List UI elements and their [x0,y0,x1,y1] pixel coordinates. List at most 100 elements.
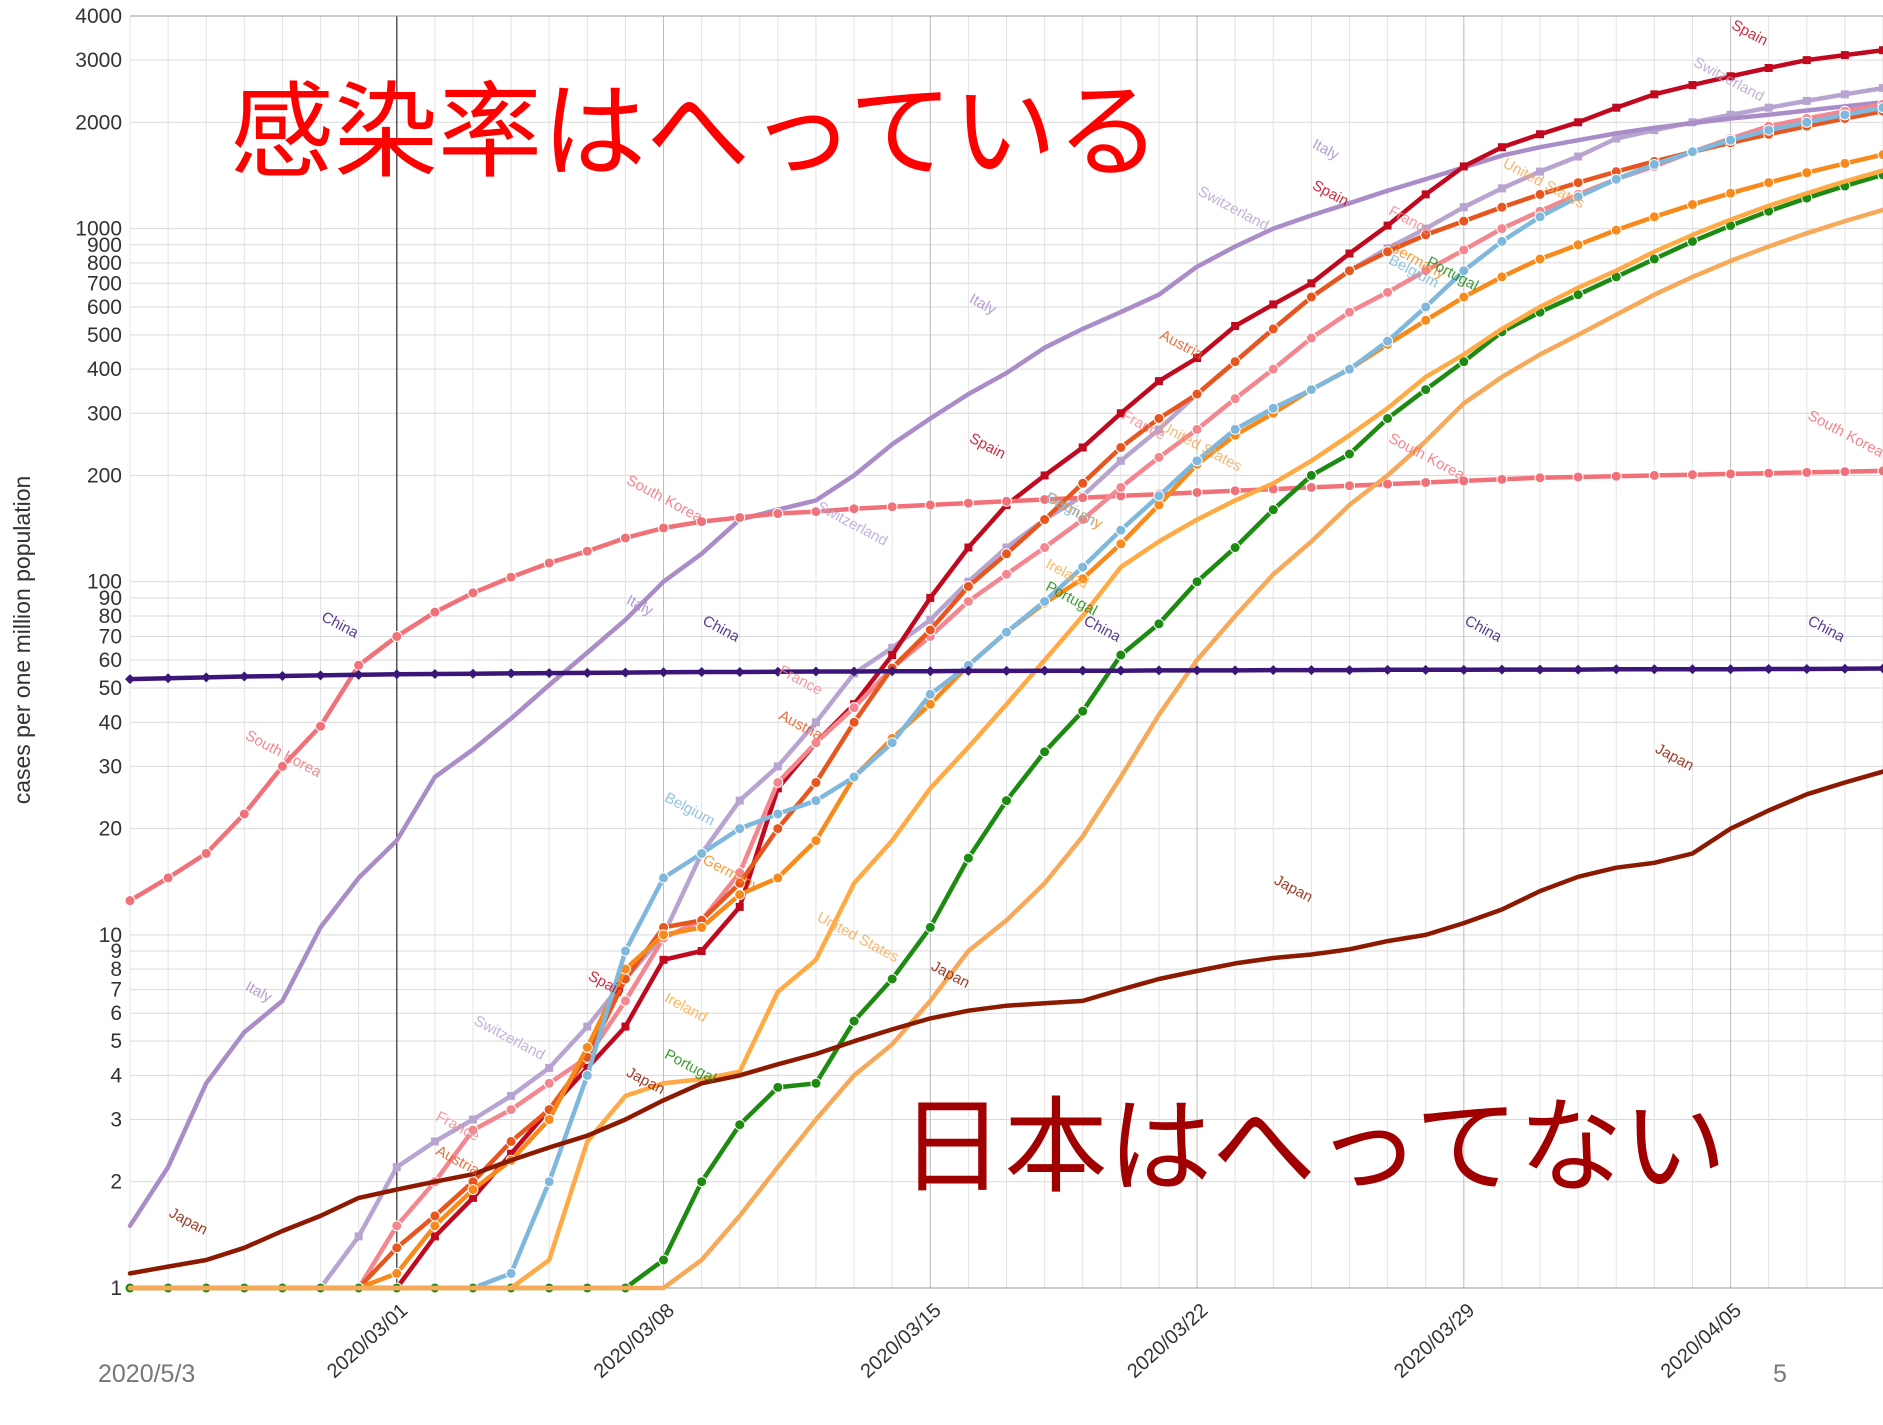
data-point [1421,224,1430,233]
data-point [772,666,783,677]
data-point [201,672,212,683]
data-point [1496,235,1508,247]
data-point [1802,96,1811,105]
data-point [1382,335,1394,347]
series-label: China [319,608,362,642]
data-point [124,895,136,907]
data-point [621,1022,630,1031]
data-point [1343,480,1355,492]
y-tick-label: 1 [110,1277,122,1300]
y-tick-label: 30 [99,755,122,778]
data-point [924,624,936,636]
series-label: Spain [1309,177,1351,210]
data-point [734,512,746,524]
series-label: Japan [1271,872,1315,906]
data-point [1573,664,1584,675]
y-tick-label: 900 [87,234,122,257]
data-point [1153,490,1165,502]
data-point [125,674,135,685]
data-point [1193,354,1202,363]
japan-annotation: 日本はへってない [900,1086,1727,1208]
data-point [810,737,822,749]
y-tick-label: 3 [110,1109,122,1132]
y-tick-label: 1000 [75,218,122,241]
data-point [276,760,288,772]
data-point [1610,470,1622,482]
data-point [1725,187,1737,199]
data-point [1001,665,1012,676]
data-point [1345,249,1354,258]
data-point [1154,377,1163,386]
data-point [1382,412,1394,424]
data-point [1039,665,1050,676]
data-point [811,718,820,727]
data-point [1001,568,1012,580]
data-point [1077,561,1089,573]
data-point [1191,388,1203,400]
data-point [200,847,212,859]
data-point [1611,664,1622,675]
data-point [1306,665,1317,676]
y-tick-label: 800 [87,252,122,275]
data-point [773,784,782,793]
data-point [1801,466,1813,478]
y-tick-label: 600 [87,296,122,319]
data-point [507,1149,516,1158]
data-point [429,606,441,618]
series-label: Japan [1652,740,1696,774]
data-point [926,593,935,602]
series-label: Switzerland [1195,183,1271,234]
y-tick-label: 50 [99,677,122,700]
data-point [1421,190,1430,199]
data-point [888,651,897,660]
data-point [1382,664,1393,675]
data-point [1191,576,1203,588]
data-point [1879,84,1883,93]
data-point [505,1267,517,1279]
data-point [1077,665,1088,676]
data-point [1496,201,1508,213]
data-point [772,872,784,884]
series-united-states [127,207,1883,1291]
data-point [1268,665,1279,676]
x-tick-label: 2020/03/22 [1123,1299,1212,1382]
data-point [1229,542,1241,554]
data-point [1002,543,1011,552]
data-point [620,667,631,678]
data-point [1610,224,1622,236]
data-point [1458,475,1470,487]
data-point [1763,664,1774,675]
data-point [1764,63,1773,72]
data-point [1039,595,1051,607]
data-point [543,1176,555,1188]
data-point [962,497,974,509]
data-point [1343,363,1355,375]
data-point [810,666,821,677]
data-point [1572,471,1584,483]
data-point [810,506,822,518]
data-point [1420,301,1432,313]
x-tick-label: 2020/03/01 [323,1299,412,1382]
data-point [810,795,822,807]
series-label: China [1805,612,1848,646]
data-point [1496,223,1508,235]
data-point [1001,495,1012,507]
data-point [1726,110,1735,119]
data-point [658,929,670,941]
data-point [1115,524,1127,536]
data-point [163,673,174,684]
series-label: Switzerland [1691,54,1767,105]
data-point [1878,663,1883,674]
data-point [696,516,708,528]
data-point [1420,664,1431,675]
data-point [1305,469,1317,481]
data-point [1382,478,1394,490]
data-point [1648,211,1660,223]
data-point [772,808,784,820]
data-point [772,508,784,520]
data-point [1725,134,1737,146]
data-point [1839,157,1851,169]
data-point [1382,286,1394,298]
data-point [543,1114,555,1126]
data-point [1001,548,1012,560]
